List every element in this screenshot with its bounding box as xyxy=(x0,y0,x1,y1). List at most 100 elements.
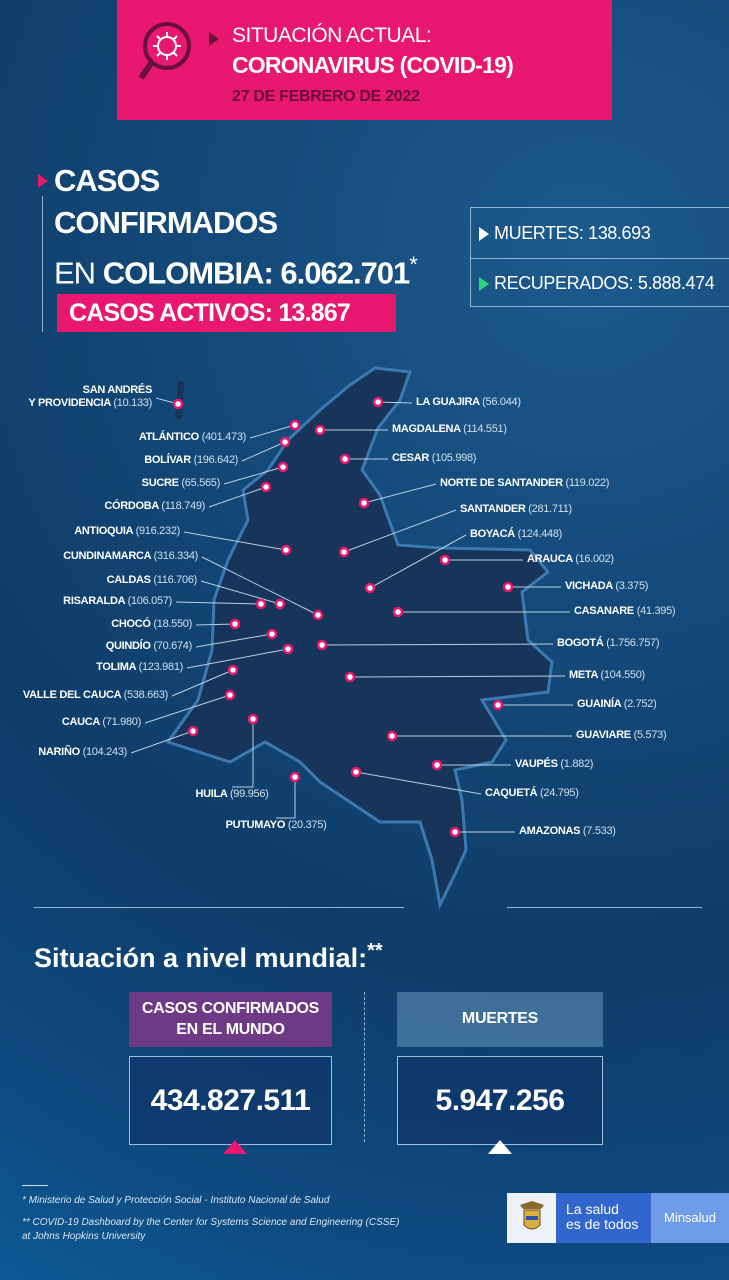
leader-line xyxy=(343,509,457,553)
header-title-1: SITUACIÓN ACTUAL: xyxy=(232,24,432,47)
location-dot xyxy=(449,826,461,838)
department-label: HUILA (99.956) xyxy=(162,788,302,801)
department-name: NORTE DE SANTANDER xyxy=(440,477,566,489)
location-dot xyxy=(372,396,384,408)
divider xyxy=(364,992,365,1142)
location-dot xyxy=(280,544,292,556)
asterisk: * xyxy=(409,252,418,277)
deaths-value: MUERTES: 138.693 xyxy=(494,223,651,243)
department-cases: (118.749) xyxy=(161,500,205,512)
department-cases: (316.334) xyxy=(153,550,199,562)
location-dot xyxy=(386,730,398,742)
department-name: SUCRE xyxy=(141,477,182,489)
department-name: MAGDALENA xyxy=(392,423,464,435)
department-cases: (5.573) xyxy=(633,729,667,741)
location-dot xyxy=(312,609,324,621)
department-cases: (71.980) xyxy=(102,716,141,728)
department-label: CUNDINAMARCA (316.334) xyxy=(63,550,198,563)
header-banner: SITUACIÓN ACTUAL: CORONAVIRUS (COVID-19)… xyxy=(117,0,612,120)
department-cases: (104.243) xyxy=(82,746,128,758)
pink-triangle-icon xyxy=(38,174,48,188)
location-dot xyxy=(339,453,351,465)
department-name: CAUCA xyxy=(61,716,103,728)
department-name: CHOCÓ xyxy=(111,618,154,630)
location-dot xyxy=(227,664,239,676)
department-cases: (281.711) xyxy=(528,503,572,515)
white-up-triangle-icon xyxy=(488,1140,512,1154)
world-title-text: Situación a nivel mundial: xyxy=(34,943,368,973)
world-title: Situación a nivel mundial:** xyxy=(34,940,383,974)
slogan-2: es de todos xyxy=(566,1216,639,1232)
leader-line xyxy=(223,466,284,485)
department-label: LA GUAJIRA (56.044) xyxy=(416,396,521,409)
divider xyxy=(34,907,404,908)
value: 434.827.511 xyxy=(150,1084,311,1117)
department-name: GUAVIARE xyxy=(576,729,634,741)
recovered-stat: RECUPERADOS: 5.888.474 xyxy=(479,272,724,294)
department-cases: (401.473) xyxy=(201,431,247,443)
department-name: RISARALDA xyxy=(63,595,128,607)
department-cases: (106.057) xyxy=(127,595,173,607)
location-dot xyxy=(358,497,370,509)
department-label: VAUPÉS (1.882) xyxy=(515,758,593,771)
confirmed-cases-block: CASOS CONFIRMADOS EN COLOMBIA: 6.062.701… xyxy=(40,160,460,294)
divider xyxy=(471,258,729,259)
department-cases: (116.706) xyxy=(153,574,197,586)
department-name: BOGOTÁ xyxy=(557,637,607,649)
value: 5.947.256 xyxy=(435,1084,565,1117)
department-name: ATLÁNTICO xyxy=(138,431,202,443)
leader-line xyxy=(249,424,296,439)
location-dot xyxy=(279,436,291,448)
leader-line xyxy=(195,623,236,626)
department-cases: (105.998) xyxy=(431,452,477,464)
department-name: CESAR xyxy=(392,452,432,464)
department-cases: (124.448) xyxy=(517,528,563,540)
department-label: ARAUCA (16.002) xyxy=(527,553,614,566)
location-dot xyxy=(289,771,301,783)
deaths-stat: MUERTES: 138.693 xyxy=(479,222,724,244)
leader-line xyxy=(200,580,281,605)
location-dot xyxy=(247,713,259,725)
department-cases: (3.375) xyxy=(615,580,649,592)
world-deaths-value: 5.947.256 xyxy=(397,1056,603,1145)
leader-line xyxy=(369,534,467,589)
department-label: META (104.550) xyxy=(569,669,645,682)
department-name: LA GUAJIRA xyxy=(416,396,483,408)
department-label: ANTIOQUIA (916.232) xyxy=(74,525,180,538)
department-label: BOLÍVAR (196.642) xyxy=(144,454,238,467)
department-label: SANTANDER (281.711) xyxy=(460,503,572,516)
world-deaths-header: MUERTES xyxy=(397,992,603,1047)
department-label: SUCRE (65.565) xyxy=(141,477,221,490)
prefix: EN xyxy=(54,255,103,291)
location-dot xyxy=(364,582,376,594)
leader-line xyxy=(377,401,413,404)
label: MUERTES xyxy=(461,1010,539,1027)
leader-line xyxy=(355,771,482,795)
department-name-2: Y PROVIDENCIA xyxy=(28,397,114,409)
department-cases: (99.956) xyxy=(229,788,269,800)
department-name: HUILA xyxy=(195,788,230,800)
department-cases: (16.002) xyxy=(575,553,614,565)
department-label: RISARALDA (106.057) xyxy=(63,595,172,608)
department-cases: (1.756.757) xyxy=(606,637,660,649)
department-name: AMAZONAS xyxy=(519,825,583,837)
slogan: La salud es de todos xyxy=(556,1193,651,1243)
department-name: CALDAS xyxy=(106,574,154,586)
leader-line xyxy=(186,648,289,669)
location-dot xyxy=(350,766,362,778)
department-label: CALDAS (116.706) xyxy=(106,574,198,587)
department-name: VALLE DEL CAUCA xyxy=(22,689,124,701)
department-cases: (2.752) xyxy=(623,698,657,710)
leader-line xyxy=(349,675,566,678)
department-cases: (65.565) xyxy=(181,477,220,489)
department-label: TOLIMA (123.981) xyxy=(96,661,183,674)
department-cases: (119.022) xyxy=(565,477,610,489)
department-label: NARIÑO (104.243) xyxy=(38,746,127,759)
location-dot xyxy=(260,481,272,493)
location-dot xyxy=(314,424,326,436)
stats-box: MUERTES: 138.693 RECUPERADOS: 5.888.474 xyxy=(470,207,729,307)
total-value: COLOMBIA: 6.062.701 xyxy=(102,255,411,291)
department-cases: (114.551) xyxy=(463,423,507,435)
leader-line xyxy=(183,531,287,551)
leader-line xyxy=(276,777,296,819)
